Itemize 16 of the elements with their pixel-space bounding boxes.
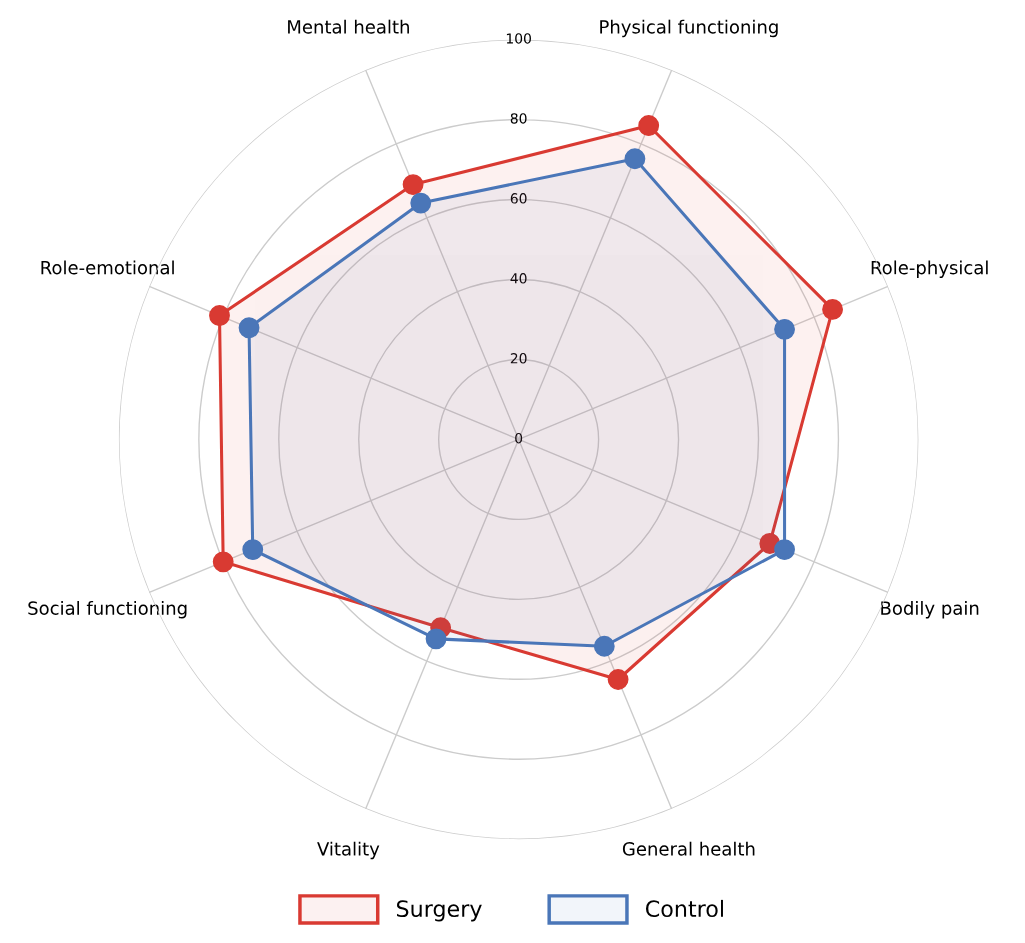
y-tick-label: 40: [510, 273, 527, 284]
y-tick-label: 60: [510, 193, 527, 204]
spoke-label: Mental health: [288, 19, 409, 34]
y-tick-label: 100: [506, 33, 531, 44]
y-tick-label: 80: [510, 113, 527, 124]
legend-label: Surgery: [396, 900, 482, 922]
spoke-label: Social functioning: [28, 600, 187, 619]
spoke-label: Bodily pain: [881, 600, 979, 619]
spoke-label: Physical functioning: [600, 19, 778, 38]
spoke-label: General health: [622, 841, 755, 856]
y-tick-label: 0: [515, 432, 523, 444]
spoke-label: Role-physical: [871, 260, 988, 278]
legend-label: Control: [645, 899, 723, 918]
spoke-label: Role-emotional: [41, 260, 174, 275]
spoke-label: Vitality: [317, 841, 380, 860]
y-tick-label: 20: [510, 353, 527, 364]
